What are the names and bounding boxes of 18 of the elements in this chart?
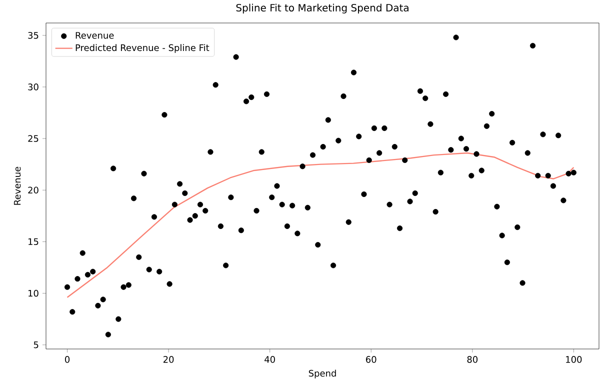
y-tick-label: 15 — [28, 238, 38, 246]
y-axis-title: Revenue — [14, 166, 21, 205]
x-tick-label: 60 — [366, 356, 376, 363]
y-tick-label: 35 — [28, 32, 38, 39]
x-axis-title: Spend — [308, 370, 336, 378]
y-tick-label: 5 — [34, 342, 38, 348]
x-tick-label: 100 — [566, 356, 582, 363]
chart-title: Spline Fit to Marketing Spend Data — [236, 4, 408, 14]
y-tick-label: 10 — [28, 290, 38, 297]
y-tick-label: 25 — [28, 135, 38, 142]
x-tick-label: 40 — [264, 356, 275, 363]
y-tick-label: 20 — [28, 186, 38, 194]
x-tick-label: 80 — [467, 356, 478, 363]
legend-label: Predicted Revenue - Spline Fit — [76, 44, 210, 53]
legend-label: Revenue — [76, 32, 114, 39]
x-tick-label: 0 — [65, 356, 70, 363]
y-tick-label: 30 — [28, 84, 38, 90]
x-tick-label: 20 — [163, 356, 174, 363]
